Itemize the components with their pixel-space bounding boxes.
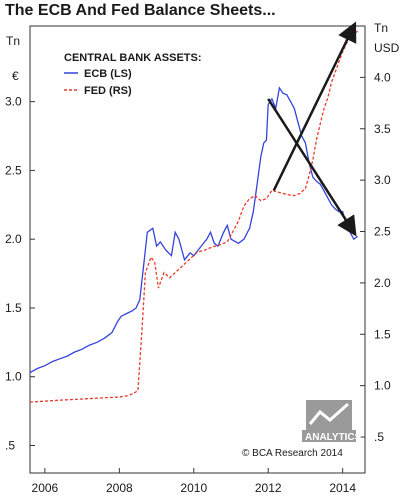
right-tick-label: 3.0 [374, 173, 391, 187]
legend-title: CENTRAL BANK ASSETS: [64, 52, 202, 64]
x-tick-label: 2012 [255, 481, 282, 495]
trend-arrow-up [272, 21, 357, 191]
x-tick-label: 2008 [106, 481, 133, 495]
logo-text: ANALYTICS [305, 432, 362, 443]
bca-analytics-logo: ANALYTICS [302, 400, 362, 443]
logo-icon-chart-line [308, 402, 349, 425]
right-axis: .5 1.0 1.5 2.0 2.5 3.0 3.5 4.0 [360, 70, 391, 444]
left-tick-label: 1.5 [5, 301, 22, 315]
x-tick-label: 2014 [329, 481, 356, 495]
right-tick-label: 1.5 [374, 327, 391, 341]
right-tick-label: 3.5 [374, 122, 391, 136]
left-axis-unit-line2: € [12, 69, 19, 83]
series-layer [29, 30, 359, 403]
credit: © BCA Research 2014 [242, 448, 343, 459]
right-axis-unit-line1: Tn [374, 21, 388, 35]
right-tick-label: 2.5 [374, 225, 391, 239]
left-tick-label: 2.5 [5, 163, 22, 177]
x-tick-label: 2010 [180, 481, 207, 495]
right-tick-label: 1.0 [374, 379, 391, 393]
left-tick-label: 3.0 [5, 95, 22, 109]
left-tick-label: 2.0 [5, 232, 22, 246]
logo-text-bg [302, 430, 356, 442]
right-tick-label: 4.0 [374, 70, 391, 84]
right-axis-unit-line2: USD [374, 41, 400, 55]
legend: CENTRAL BANK ASSETS: ECB (LS) FED (RS) [64, 52, 202, 97]
trend-arrow-down [267, 98, 357, 237]
series-line-ecb [29, 86, 358, 374]
left-axis: .5 1.0 1.5 2.0 2.5 3.0 [5, 95, 35, 452]
logo-icon-box [306, 400, 352, 430]
series-line-fed [29, 30, 359, 403]
x-tick-label: 2006 [32, 481, 59, 495]
page-title: The ECB And Fed Balance Sheets... [5, 2, 276, 19]
x-axis: 2006 2008 2010 2012 2014 [32, 468, 356, 495]
right-tick-label: .5 [374, 430, 384, 444]
left-tick-label: .5 [5, 438, 15, 452]
left-axis-unit-line1: Tn [6, 34, 20, 48]
legend-label-fed: FED (RS) [84, 85, 132, 97]
right-tick-label: 2.0 [374, 276, 391, 290]
legend-label-ecb: ECB (LS) [84, 68, 132, 80]
left-tick-label: 1.0 [5, 370, 22, 384]
arrow-layer [267, 21, 357, 237]
